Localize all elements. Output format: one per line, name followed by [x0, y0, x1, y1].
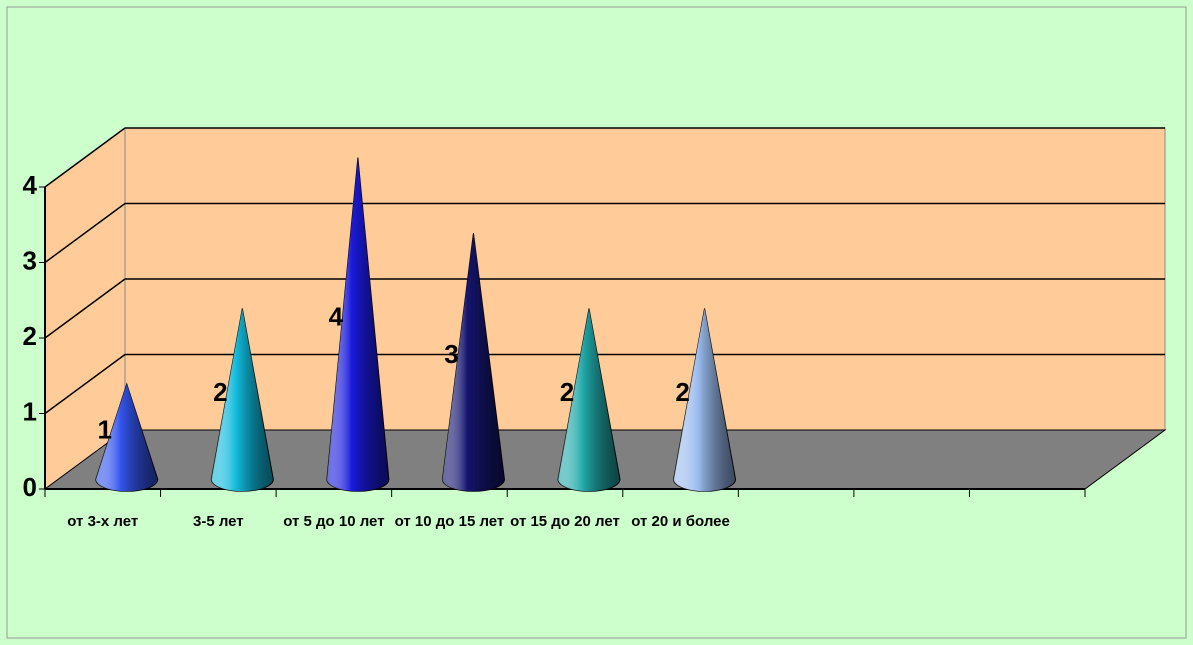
data-label: 2 [675, 377, 689, 407]
cone-shade [442, 233, 505, 492]
x-tick-label: 3-5 лет [192, 513, 244, 530]
data-label: 2 [213, 377, 227, 407]
grid-line [44, 202, 126, 264]
x-tick-label: от 15 до 20 лет [510, 513, 620, 530]
x-tick-label: от 3-х лет [67, 513, 139, 530]
y-tick-label: 3 [23, 245, 37, 275]
x-tick-label: от 5 до 10 лет [283, 513, 385, 530]
x-tick-label: от 10 до 15 лет [394, 513, 505, 530]
cone-shade [673, 308, 736, 492]
cone-shade [326, 157, 389, 492]
cone-shade [95, 384, 158, 492]
cone-shade [211, 308, 274, 492]
data-label: 1 [98, 415, 112, 445]
data-label: 3 [444, 339, 458, 369]
data-label: 2 [560, 377, 574, 407]
y-tick-label: 0 [23, 472, 37, 502]
y-tick-label: 2 [23, 321, 37, 351]
cone-shade [558, 308, 620, 492]
y-tick-label: 4 [23, 170, 38, 200]
grid-line [44, 353, 126, 415]
grid-line [44, 127, 126, 188]
y-tick-label: 1 [23, 396, 37, 426]
x-tick-label: от 20 и более [631, 513, 730, 530]
frame [6, 6, 1187, 639]
data-label: 4 [329, 301, 344, 331]
grid-line [44, 278, 126, 339]
